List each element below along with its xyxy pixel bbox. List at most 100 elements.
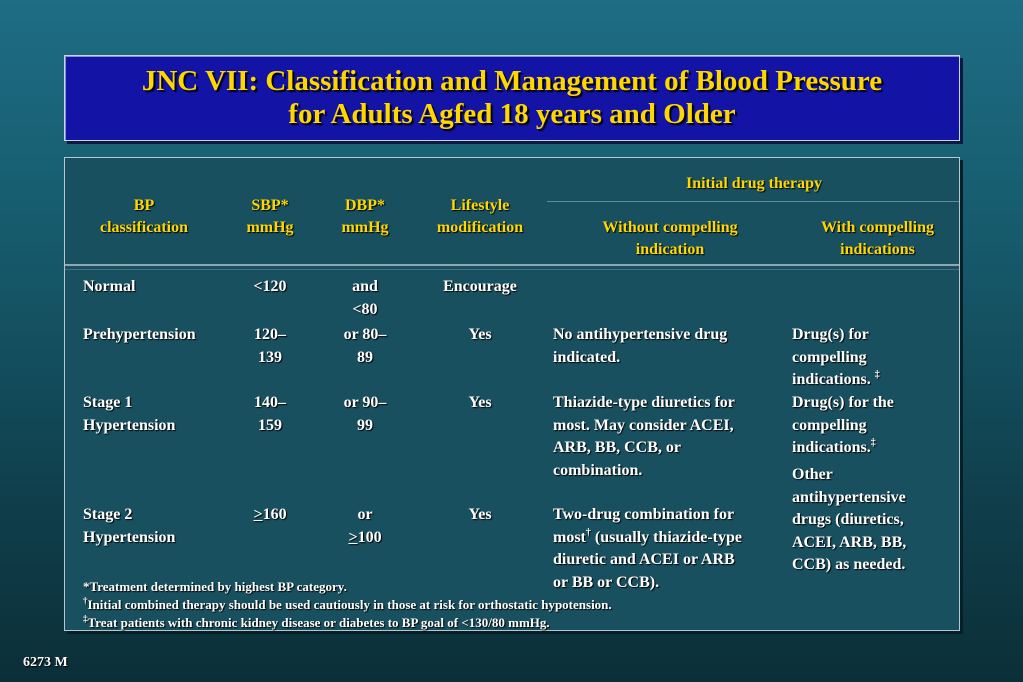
row-stage1-without: Thiazide-type diuretics for most. May co… — [553, 392, 735, 482]
slide-title-line-2: for Adults Agfed 18 years and Older — [288, 98, 736, 130]
classification-table: BP classification SBP* mmHg DBP* mmHg Li… — [64, 157, 960, 631]
row-stage2-sbp: >160 — [230, 504, 310, 527]
other-drugs-line5: CCB) as needed. — [792, 556, 906, 573]
row-stage1-without-line1: Thiazide-type diuretics for — [553, 394, 735, 411]
header-sub-divider — [547, 201, 959, 202]
header-lifestyle-line2: modification — [436, 219, 524, 236]
other-drugs-line1: Other — [792, 466, 833, 483]
row-normal-classification: Normal — [83, 278, 136, 295]
row-prehyp-dbp: or 80– 89 — [325, 324, 405, 369]
row-stage2-sbp-value: 160 — [262, 506, 287, 523]
footnote-1: *Treatment determined by highest BP cate… — [83, 579, 347, 594]
row-normal-dbp-line2: <80 — [352, 300, 378, 318]
row-stage1-with-line3: indications. — [792, 439, 871, 456]
row-normal-dbp: and <80 — [325, 276, 405, 321]
header-divider-shadow — [65, 269, 959, 270]
row-normal-dbp-line1: and — [352, 278, 378, 295]
row-stage2-dbp-prefix: > — [348, 528, 358, 546]
double-dagger-mark: ‡ — [870, 437, 876, 449]
dagger-mark: † — [83, 595, 88, 606]
header-dbp-line2: mmHg — [341, 219, 389, 236]
header-lifestyle: Lifestyle modification — [425, 195, 535, 239]
header-sbp: SBP* mmHg — [230, 195, 310, 239]
row-prehyp-without-line2: indicated. — [553, 348, 621, 366]
row-prehyp-without: No antihypertensive drug indicated. — [553, 324, 727, 369]
row-prehyp-with-line2: compelling — [792, 348, 867, 366]
header-dbp-line1: DBP* — [345, 197, 385, 214]
other-antihypertensive-drugs: Other antihypertensive drugs (diuretics,… — [792, 464, 906, 577]
row-stage1-sbp-line1: 140– — [254, 394, 286, 411]
header-initial-drug-therapy: Initial drug therapy — [685, 175, 822, 192]
row-stage2-class-line1: Stage 2 — [83, 506, 133, 523]
header-with-compelling: With compelling indications — [795, 217, 960, 261]
row-stage2-dbp-value: 100 — [357, 528, 382, 546]
row-normal-sbp: <120 — [253, 278, 287, 295]
row-prehyp-lifestyle: Yes — [468, 326, 492, 343]
row-stage2-class-line2: Hypertension — [83, 528, 176, 546]
other-drugs-line2: antihypertensive — [792, 488, 906, 506]
row-stage2-without-line2b: (usually thiazide-type — [594, 528, 743, 546]
slide-title-box: JNC VII: Classification and Management o… — [64, 55, 960, 141]
row-stage1-without-line3: ARB, BB, CCB, or — [553, 439, 682, 456]
header-bp-classification: BP classification — [85, 195, 203, 239]
row-prehyp-with: Drug(s) for compelling indications. ‡ — [792, 324, 880, 392]
row-stage1-class-line2: Hypertension — [83, 416, 176, 434]
row-stage1-with-line2: compelling — [792, 416, 867, 434]
slide-title-line-1: JNC VII: Classification and Management o… — [141, 65, 883, 97]
slide-number: 6273 M — [23, 655, 68, 670]
row-prehyp-sbp-line2: 139 — [258, 348, 282, 366]
footnote-3-text: Treat patients with chronic kidney disea… — [87, 615, 550, 630]
row-stage1-sbp: 140– 159 — [230, 392, 310, 437]
row-stage2-classification: Stage 2 Hypertension — [83, 504, 175, 549]
row-prehyp-dbp-line1: or 80– — [343, 326, 387, 343]
row-stage2-dbp: or >100 — [325, 504, 405, 549]
row-normal-lifestyle: Encourage — [443, 278, 517, 295]
header-bp-line1: BP — [133, 197, 155, 214]
header-dbp: DBP* mmHg — [325, 195, 405, 239]
row-stage2-lifestyle: Yes — [468, 506, 492, 523]
header-without-line1: Without compelling — [602, 219, 738, 236]
row-stage2-dbp-line1: or — [357, 506, 373, 523]
row-stage1-dbp: or 90– 99 — [325, 392, 405, 437]
row-stage2-without-line1: Two-drug combination for — [553, 506, 735, 523]
footnote-2: †Initial combined therapy should be used… — [83, 596, 612, 614]
header-divider — [65, 264, 959, 266]
row-stage2-without-line2a: most — [553, 528, 586, 546]
row-stage1-without-line2: most. May consider ACEI, — [553, 416, 734, 434]
other-drugs-line4: ACEI, ARB, BB, — [792, 533, 907, 551]
footnote-3: ‡Treat patients with chronic kidney dise… — [83, 614, 550, 632]
row-stage1-class-line1: Stage 1 — [83, 394, 133, 411]
row-prehyp-dbp-line2: 89 — [357, 348, 373, 366]
header-lifestyle-line1: Lifestyle — [450, 197, 510, 214]
row-prehyp-classification: Prehypertension — [83, 326, 196, 343]
row-stage2-without-line3: diuretic and ACEI or ARB — [553, 551, 735, 568]
row-stage1-with: Drug(s) for the compelling indications.‡ — [792, 392, 894, 460]
footnote-2-text: Initial combined therapy should be used … — [87, 597, 612, 612]
double-dagger-mark: ‡ — [83, 613, 88, 624]
row-stage1-without-line4: combination. — [553, 461, 643, 479]
header-with-line1: With compelling — [820, 219, 935, 236]
row-stage1-dbp-line2: 99 — [357, 416, 373, 434]
row-prehyp-with-line1: Drug(s) for — [792, 326, 869, 343]
row-stage1-with-line1: Drug(s) for the — [792, 394, 894, 411]
row-stage2-sbp-prefix: > — [253, 506, 263, 523]
header-sbp-line1: SBP* — [251, 197, 289, 214]
row-stage1-sbp-line2: 159 — [258, 416, 282, 434]
row-stage2-without-line4: or BB or CCB). — [553, 573, 660, 591]
header-with-line2: indications — [840, 241, 915, 258]
other-drugs-line3: drugs (diuretics, — [792, 511, 904, 528]
row-prehyp-sbp: 120– 139 — [230, 324, 310, 369]
double-dagger-mark: ‡ — [874, 369, 880, 381]
header-without-compelling: Without compelling indication — [570, 217, 770, 261]
header-sbp-line2: mmHg — [246, 219, 294, 236]
row-prehyp-sbp-line1: 120– — [254, 326, 286, 343]
row-prehyp-with-line3: indications. — [792, 371, 871, 388]
row-stage1-dbp-line1: or 90– — [343, 394, 387, 411]
header-without-line2: indication — [635, 241, 705, 258]
row-prehyp-without-line1: No antihypertensive drug — [553, 326, 728, 343]
row-stage1-lifestyle: Yes — [468, 394, 492, 411]
row-stage2-without: Two-drug combination for most† (usually … — [553, 504, 742, 594]
row-stage1-classification: Stage 1 Hypertension — [83, 392, 175, 437]
header-bp-line2: classification — [100, 219, 188, 236]
dagger-mark: † — [585, 527, 591, 539]
